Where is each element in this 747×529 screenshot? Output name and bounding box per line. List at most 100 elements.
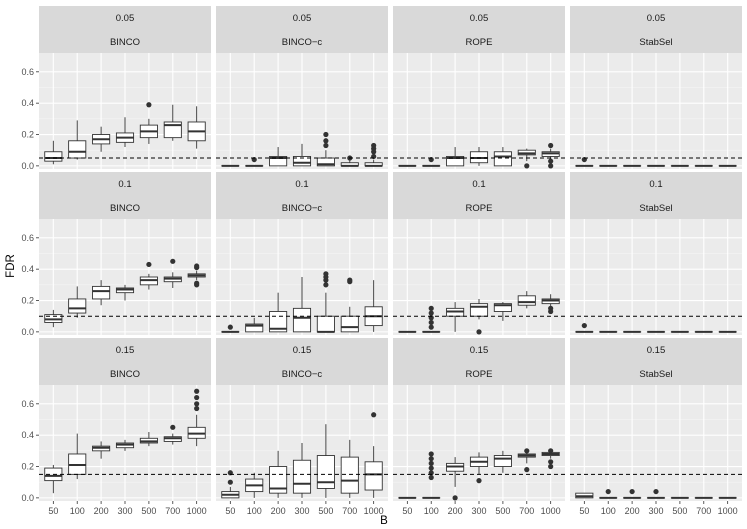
facet-method-label: StabSel — [639, 203, 672, 214]
facet-strip — [570, 338, 742, 385]
outlier-point — [629, 488, 635, 495]
box-300 — [115, 284, 135, 301]
x-axis-title: B — [380, 515, 388, 527]
box-500 — [316, 271, 335, 333]
outlier-point — [227, 324, 233, 330]
outlier-point — [428, 451, 434, 457]
outlier-point — [170, 258, 176, 264]
facet-method-label: BINCO — [110, 203, 140, 214]
y-tick-label: 0.4 — [21, 98, 34, 108]
box-100 — [245, 472, 264, 498]
x-tick-label: 500 — [318, 506, 333, 516]
box-body — [245, 323, 264, 333]
box-body — [493, 455, 512, 467]
facet-level-label: 0.05 — [116, 13, 135, 24]
x-tick-label: 300 — [117, 506, 132, 516]
facet-strip — [393, 6, 565, 53]
box-1000 — [541, 142, 560, 169]
outlier-point — [323, 271, 329, 277]
box-300 — [292, 277, 312, 333]
facet-level-label: 0.05 — [647, 13, 666, 24]
y-tick-label: 0.0 — [21, 161, 34, 171]
outlier-point — [371, 142, 377, 149]
outlier-point — [476, 329, 482, 335]
box-1000 — [187, 106, 206, 149]
y-tick-label: 0.6 — [21, 233, 34, 243]
x-tick-label: 200 — [448, 506, 463, 516]
facet-strip — [393, 338, 565, 385]
box-50 — [575, 492, 594, 499]
outlier-point — [524, 448, 530, 454]
outlier-point — [323, 138, 329, 144]
facet-level-label: 0.1 — [649, 179, 662, 190]
facet-strip — [216, 6, 388, 53]
box-200 — [623, 488, 642, 499]
box-100 — [245, 317, 264, 333]
x-tick-label: 50 — [402, 506, 412, 516]
box-200 — [92, 280, 111, 306]
box-body — [44, 151, 63, 162]
outlier-point — [146, 102, 152, 108]
box-body — [292, 156, 312, 167]
facet-panel: 0.15 BINCO — [39, 338, 211, 501]
outlier-point — [653, 488, 659, 495]
outlier-point — [347, 277, 353, 283]
facet-level-label: 0.1 — [295, 179, 308, 190]
facet-method-label: BINCO−c — [282, 369, 323, 380]
facet-panel: 0.05 BINCO−c — [216, 6, 388, 169]
outlier-point — [323, 282, 329, 288]
facet-strip — [39, 338, 211, 385]
box-1000 — [541, 294, 560, 315]
box-body — [340, 456, 359, 494]
box-body — [68, 298, 87, 314]
x-tick-label: 1000 — [541, 506, 561, 516]
box-500 — [316, 424, 335, 498]
facet-strip — [570, 172, 742, 219]
x-tick-label: 100 — [70, 506, 85, 516]
facet-method-label: ROPE — [466, 37, 493, 48]
box-100 — [422, 451, 441, 499]
box-body — [364, 461, 383, 491]
x-tick-label: 700 — [165, 506, 180, 516]
y-tick-label: 0.6 — [21, 67, 34, 77]
outlier-point — [428, 460, 434, 466]
facet-method-label: StabSel — [639, 369, 672, 380]
y-tick-label: 0.2 — [21, 462, 34, 472]
outlier-point — [548, 459, 554, 465]
box-500 — [493, 450, 512, 473]
y-tick-label: 0.2 — [21, 130, 34, 140]
box-1000 — [187, 388, 206, 447]
outlier-point — [323, 142, 329, 149]
outlier-point — [428, 310, 434, 316]
outlier-point — [581, 322, 587, 329]
facet-panel: 0.05 ROPE — [393, 6, 565, 169]
y-tick-label: 0.0 — [21, 493, 34, 503]
y-tick-label: 0.4 — [21, 430, 34, 440]
x-tick-label: 700 — [519, 506, 534, 516]
outlier-point — [605, 488, 611, 495]
box-body — [292, 459, 312, 494]
box-200 — [92, 126, 111, 152]
x-tick-label: 100 — [424, 506, 439, 516]
outlier-point — [548, 463, 554, 470]
x-tick-label: 500 — [672, 506, 687, 516]
outlier-point — [548, 158, 554, 164]
box-body — [493, 151, 512, 167]
facet-panel: 0.1 StabSel — [570, 172, 742, 335]
x-tick-label: 500 — [495, 506, 510, 516]
facet-method-label: BINCO — [110, 37, 140, 48]
x-tick-label: 1000 — [364, 506, 384, 516]
box-300 — [292, 443, 312, 498]
outlier-point — [146, 261, 152, 268]
outlier-point — [428, 474, 434, 481]
facet-panel: 0.15 StabSel — [570, 338, 742, 501]
box-500 — [316, 131, 335, 167]
box-200 — [92, 441, 111, 459]
x-tick-label: 300 — [471, 506, 486, 516]
box-body — [292, 307, 312, 333]
facet-panel: 0.1 BINCO−c — [216, 172, 388, 335]
facet-method-label: BINCO−c — [282, 203, 323, 214]
box-500 — [139, 432, 158, 447]
box-50 — [575, 322, 594, 333]
outlier-point — [548, 305, 554, 311]
